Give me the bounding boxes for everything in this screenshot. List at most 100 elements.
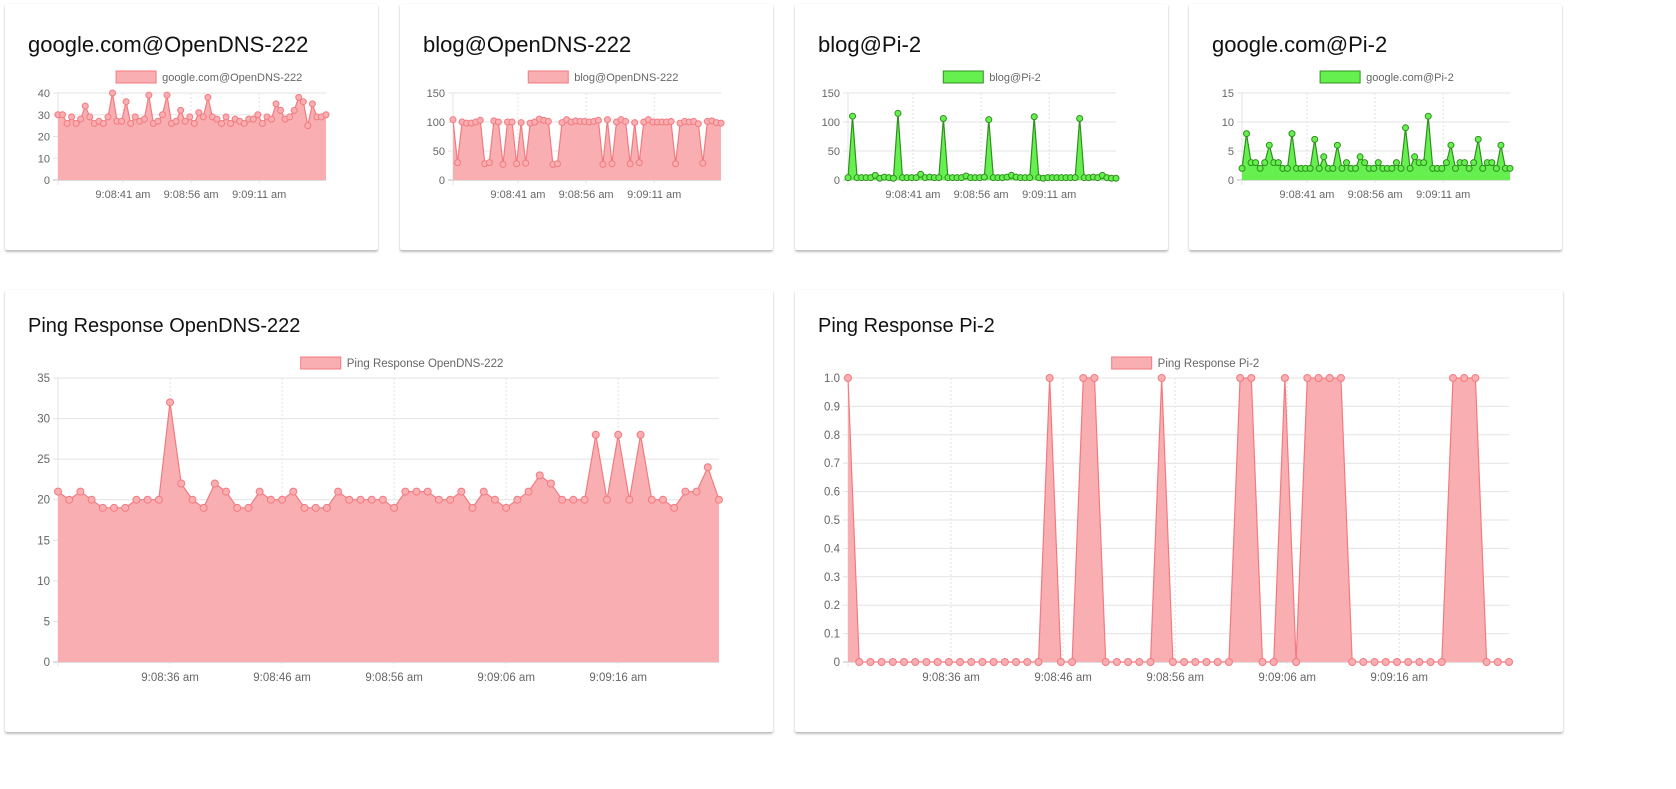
data-point [1311, 135, 1319, 143]
data-point [1000, 658, 1009, 666]
y-tick-label: 100 [822, 117, 840, 129]
x-tick-label: 9:09:11 am [1416, 189, 1470, 201]
data-point [626, 160, 634, 168]
data-point [249, 115, 257, 123]
x-tick-label: 9:08:46 am [1034, 672, 1092, 684]
data-point [158, 111, 166, 119]
data-point [1497, 141, 1505, 149]
data-point [1333, 141, 1341, 149]
x-tick-label: 9:09:06 am [477, 672, 535, 684]
data-point [1448, 374, 1457, 382]
legend-swatch [942, 70, 984, 84]
y-tick-label: 1.0 [824, 373, 840, 385]
x-tick-label: 9:08:56 am [164, 189, 219, 201]
data-point [278, 495, 287, 504]
data-point [935, 174, 943, 182]
data-point [672, 160, 680, 168]
data-point [1269, 658, 1278, 666]
legend-label: Ping Response OpenDNS-222 [347, 358, 504, 370]
data-point [1252, 159, 1260, 167]
data-point [1438, 164, 1446, 172]
data-point [599, 160, 607, 168]
data-point [1479, 164, 1487, 172]
data-point [181, 117, 189, 125]
card-title: blog@Pi-2 [818, 32, 922, 57]
series-line [57, 402, 720, 509]
data-point [522, 159, 530, 167]
data-point [1361, 159, 1369, 167]
data-point [195, 109, 203, 117]
data-point [479, 487, 488, 496]
data-point [1442, 159, 1450, 167]
data-point [1426, 658, 1435, 666]
y-tick-label: 10 [37, 576, 50, 588]
y-tick-label: 50 [828, 146, 840, 158]
data-point [517, 119, 525, 127]
data-point [889, 174, 897, 182]
y-tick-label: 0 [44, 657, 50, 669]
data-point [172, 117, 180, 125]
y-tick-label: 0.9 [824, 401, 840, 413]
data-point [1135, 658, 1144, 666]
data-point [412, 487, 421, 496]
x-tick-label: 9:08:41 am [490, 189, 545, 201]
y-tick-label: 0 [834, 175, 840, 187]
legend-swatch [1319, 70, 1361, 84]
data-point [1474, 135, 1482, 143]
data-point [1071, 174, 1079, 182]
x-tick-label: 9:08:36 am [141, 672, 199, 684]
chart-google-pi2: google.com@Pi-2 0 5 10 15 9:08:41 am 9:08:56 a… [1222, 70, 1514, 201]
data-point [922, 658, 931, 666]
data-point [967, 658, 976, 666]
data-point [888, 658, 897, 666]
data-point [1202, 658, 1211, 666]
data-point [917, 170, 925, 178]
card-title: google.com@OpenDNS-222 [28, 32, 309, 57]
data-point [1470, 159, 1478, 167]
data-point [1329, 164, 1337, 172]
data-point [277, 106, 285, 114]
data-point [1381, 658, 1390, 666]
data-point [1451, 164, 1459, 172]
data-point [286, 113, 294, 121]
data-point [99, 119, 107, 127]
data-point [254, 111, 262, 119]
data-point [131, 113, 139, 121]
data-point [513, 160, 521, 168]
data-point [855, 658, 864, 666]
data-point [367, 495, 376, 504]
data-point [154, 117, 162, 125]
legend-swatch [1111, 356, 1153, 370]
data-point [1314, 374, 1323, 382]
data-point [1359, 658, 1368, 666]
data-point [494, 118, 502, 126]
chart-card-google-opendns: google.com@OpenDNS-222 google.com@OpenDN… [5, 4, 378, 250]
data-point [1247, 374, 1256, 382]
data-point [213, 115, 221, 123]
data-point [334, 487, 343, 496]
legend-swatch [300, 356, 342, 370]
data-point [569, 495, 578, 504]
data-point [635, 159, 643, 167]
data-point [186, 113, 194, 121]
data-point [502, 503, 511, 512]
y-tick-label: 0.1 [824, 629, 840, 641]
data-point [1411, 153, 1419, 161]
data-point [454, 159, 462, 167]
data-point [1370, 164, 1378, 172]
data-point [1471, 374, 1480, 382]
data-point [233, 503, 242, 512]
y-tick-label: 0.2 [824, 600, 840, 612]
data-point [1437, 658, 1446, 666]
x-tick-label: 9:08:56 am [365, 672, 423, 684]
data-point [558, 495, 567, 504]
data-point [939, 115, 947, 123]
data-point [866, 658, 875, 666]
data-point [715, 495, 723, 504]
data-point [1397, 164, 1405, 172]
data-point [989, 658, 998, 666]
data-point [132, 495, 141, 504]
data-point [109, 89, 117, 97]
data-point [1461, 159, 1469, 167]
data-point [222, 113, 230, 121]
